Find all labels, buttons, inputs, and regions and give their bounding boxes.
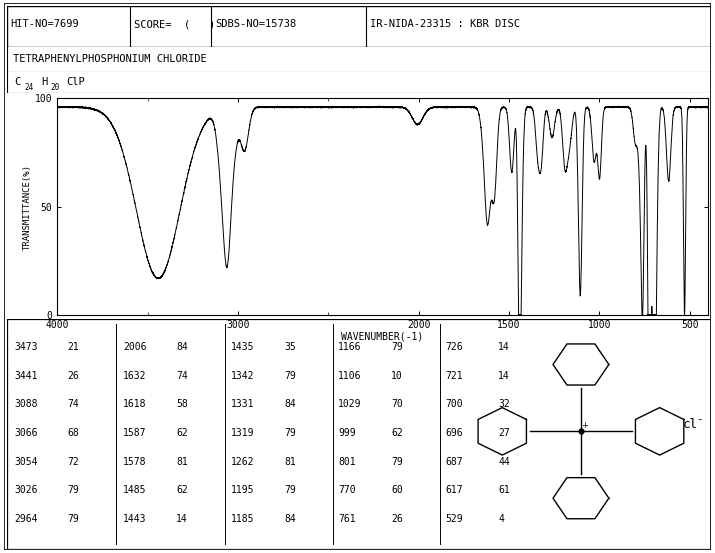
Text: 1632: 1632	[124, 371, 147, 380]
Text: 2964: 2964	[14, 514, 38, 524]
Text: 529: 529	[445, 514, 463, 524]
Text: 770: 770	[338, 486, 356, 495]
Text: 700: 700	[445, 399, 463, 409]
Text: 26: 26	[391, 514, 403, 524]
Text: 721: 721	[445, 371, 463, 380]
Text: ClP: ClP	[66, 77, 85, 87]
Text: 1435: 1435	[231, 342, 255, 352]
Text: 14: 14	[498, 342, 510, 352]
Text: SDBS-NO=15738: SDBS-NO=15738	[215, 19, 296, 29]
Text: 3441: 3441	[14, 371, 38, 380]
Text: 3066: 3066	[14, 428, 38, 438]
Text: 60: 60	[391, 486, 403, 495]
Text: 1319: 1319	[231, 428, 255, 438]
Text: 761: 761	[338, 514, 356, 524]
Text: 726: 726	[445, 342, 463, 352]
Text: 1262: 1262	[231, 457, 255, 467]
Text: HIT-NO=7699: HIT-NO=7699	[11, 19, 79, 29]
Text: 1443: 1443	[124, 514, 147, 524]
Text: 1618: 1618	[124, 399, 147, 409]
Text: 20: 20	[51, 83, 60, 92]
Text: 74: 74	[67, 399, 79, 409]
Text: C: C	[14, 77, 21, 87]
Text: 84: 84	[284, 514, 296, 524]
Text: 79: 79	[284, 428, 296, 438]
Text: cl: cl	[682, 419, 697, 431]
Text: 14: 14	[498, 371, 510, 380]
Text: 1578: 1578	[124, 457, 147, 467]
Text: 24: 24	[24, 83, 34, 92]
Text: 79: 79	[67, 514, 79, 524]
Text: 696: 696	[445, 428, 463, 438]
Text: 27: 27	[498, 428, 510, 438]
Text: 1029: 1029	[338, 399, 362, 409]
Text: 81: 81	[284, 457, 296, 467]
Text: 74: 74	[176, 371, 188, 380]
Text: 62: 62	[176, 486, 188, 495]
Text: SCORE=  (   ): SCORE= ( )	[134, 19, 215, 29]
Text: 3088: 3088	[14, 399, 38, 409]
Text: IR-NIDA-23315 : KBR DISC: IR-NIDA-23315 : KBR DISC	[370, 19, 520, 29]
Text: 62: 62	[391, 428, 403, 438]
Text: 84: 84	[284, 399, 296, 409]
Text: 44: 44	[498, 457, 510, 467]
Text: 3026: 3026	[14, 486, 38, 495]
Text: 14: 14	[176, 514, 188, 524]
Text: 1342: 1342	[231, 371, 255, 380]
Text: 1587: 1587	[124, 428, 147, 438]
Text: 1106: 1106	[338, 371, 362, 380]
Text: 999: 999	[338, 428, 356, 438]
Y-axis label: TRANSMITTANCE(%): TRANSMITTANCE(%)	[23, 164, 32, 250]
Text: H: H	[41, 77, 47, 87]
Text: 79: 79	[67, 486, 79, 495]
Text: 617: 617	[445, 486, 463, 495]
Text: 801: 801	[338, 457, 356, 467]
Text: 26: 26	[67, 371, 79, 380]
Text: 58: 58	[176, 399, 188, 409]
Text: 32: 32	[498, 399, 510, 409]
Text: 81: 81	[176, 457, 188, 467]
X-axis label: WAVENUMBER(-1): WAVENUMBER(-1)	[341, 331, 424, 341]
Text: 35: 35	[284, 342, 296, 352]
Text: 62: 62	[176, 428, 188, 438]
Text: 4: 4	[498, 514, 504, 524]
Text: 72: 72	[67, 457, 79, 467]
Text: 68: 68	[67, 428, 79, 438]
Text: 10: 10	[391, 371, 403, 380]
Text: 21: 21	[67, 342, 79, 352]
Text: 79: 79	[391, 342, 403, 352]
Text: 79: 79	[391, 457, 403, 467]
Text: 3054: 3054	[14, 457, 38, 467]
Text: 2006: 2006	[124, 342, 147, 352]
Text: 84: 84	[176, 342, 188, 352]
Text: 1485: 1485	[124, 486, 147, 495]
Text: TETRAPHENYLPHOSPHONIUM CHLORIDE: TETRAPHENYLPHOSPHONIUM CHLORIDE	[13, 54, 207, 64]
Text: 3473: 3473	[14, 342, 38, 352]
Text: -: -	[696, 415, 703, 425]
Text: 70: 70	[391, 399, 403, 409]
Text: 79: 79	[284, 371, 296, 380]
Text: 79: 79	[284, 486, 296, 495]
Text: 1331: 1331	[231, 399, 255, 409]
Text: 1185: 1185	[231, 514, 255, 524]
Text: 687: 687	[445, 457, 463, 467]
Text: +: +	[581, 421, 588, 430]
Text: 1166: 1166	[338, 342, 362, 352]
Text: 61: 61	[498, 486, 510, 495]
Text: 1195: 1195	[231, 486, 255, 495]
